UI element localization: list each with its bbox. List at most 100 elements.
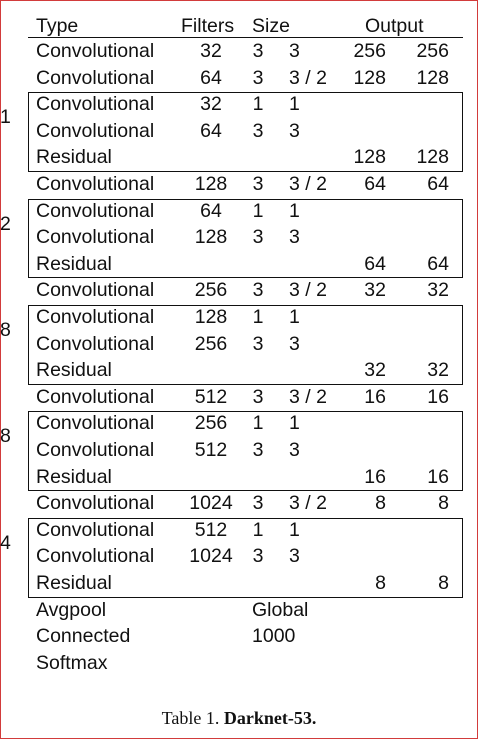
row-size-k: 3 <box>252 173 264 195</box>
row-size-s: 1 <box>289 306 300 328</box>
row-size-k: 3 <box>252 40 264 62</box>
row-output-h: 16 <box>364 385 386 408</box>
row-size-s: 1 <box>289 412 300 435</box>
residual-block-box <box>28 305 463 385</box>
row-output-h: 128 <box>353 146 386 169</box>
row-filters: 32 <box>200 40 222 62</box>
row-type: Residual <box>36 572 112 594</box>
row-filters: 64 <box>200 119 222 142</box>
footer-type: Connected <box>36 625 131 648</box>
header-output: Output <box>365 15 424 37</box>
row-size-k: 3 <box>252 545 264 568</box>
row-size-k: 3 <box>252 385 264 408</box>
row-size-s: 3 <box>289 40 300 62</box>
row-size-k: 3 <box>252 279 264 302</box>
row-type: Convolutional <box>36 66 155 89</box>
row-size-k: 3 <box>252 332 264 355</box>
row-output-w: 16 <box>427 465 449 488</box>
row-filters: 256 <box>194 279 228 302</box>
row-type: Convolutional <box>36 226 155 249</box>
row-type: Convolutional <box>36 93 155 116</box>
row-filters: 512 <box>194 518 228 541</box>
residual-block-box <box>28 517 463 598</box>
row-size-s: 3 <box>289 332 300 355</box>
row-size-k: 3 <box>252 66 264 89</box>
header-size: Size <box>252 15 290 37</box>
row-size-s: 3 / 2 <box>289 279 327 302</box>
row-size-k: 1 <box>252 93 264 116</box>
footer-size: Global <box>252 598 309 621</box>
row-output-h: 64 <box>364 252 386 275</box>
row-filters: 256 <box>194 332 228 355</box>
row-filters: 64 <box>200 199 222 222</box>
row-size-s: 1 <box>289 93 300 116</box>
row-filters: 64 <box>200 66 222 89</box>
row-size-s: 3 / 2 <box>289 385 327 408</box>
row-type: Residual <box>36 146 112 169</box>
row-size-k: 1 <box>252 199 264 222</box>
row-output-w: 32 <box>427 359 449 382</box>
row-size-s: 3 <box>289 226 300 249</box>
row-size-s: 1 <box>289 199 300 222</box>
header-type: Type <box>36 15 79 37</box>
row-output-h: 256 <box>353 40 386 62</box>
row-output-h: 32 <box>364 279 386 302</box>
row-type: Convolutional <box>36 385 155 408</box>
row-output-w: 8 <box>438 492 449 515</box>
row-type: Convolutional <box>36 173 155 195</box>
caption-prefix: Table 1. <box>161 708 224 728</box>
block-repeat-count: 4 <box>0 531 11 554</box>
darknet-table: Type Filters Size Output Convolutional 32… <box>0 15 463 674</box>
row-type: Residual <box>36 252 112 275</box>
row-size-k: 3 <box>252 226 264 249</box>
row-size-k: 3 <box>252 439 264 461</box>
row-filters: 1024 <box>189 492 233 515</box>
header-filters: Filters <box>181 15 235 37</box>
row-size-k: 3 <box>252 119 264 142</box>
row-size-s: 3 <box>289 119 300 142</box>
row-output-w: 128 <box>416 66 449 89</box>
row-type: Convolutional <box>36 518 155 541</box>
block-repeat-count: 1 <box>0 106 11 129</box>
row-type: Convolutional <box>36 40 155 62</box>
row-type: Convolutional <box>36 492 155 515</box>
footer-type: Softmax <box>36 651 108 674</box>
row-output-h: 8 <box>375 572 386 594</box>
row-type: Convolutional <box>36 119 155 142</box>
row-type: Convolutional <box>36 412 155 435</box>
row-output-w: 64 <box>427 252 449 275</box>
row-type: Convolutional <box>36 306 155 328</box>
row-filters: 128 <box>194 173 228 195</box>
row-type: Convolutional <box>36 439 155 461</box>
row-output-w: 64 <box>427 173 449 195</box>
caption-title: Darknet-53. <box>223 708 317 728</box>
row-output-w: 8 <box>438 572 449 594</box>
block-repeat-count: 8 <box>0 319 11 341</box>
row-size-s: 3 / 2 <box>289 173 327 195</box>
footer-type: Avgpool <box>36 598 107 621</box>
row-output-h: 16 <box>364 465 386 488</box>
row-filters: 128 <box>194 306 228 328</box>
row-type: Convolutional <box>36 279 155 302</box>
block-repeat-count: 2 <box>0 212 11 235</box>
row-output-w: 256 <box>416 40 449 62</box>
residual-block-box <box>28 198 463 279</box>
row-filters: 512 <box>194 385 228 408</box>
table-caption: Table 1. Darknet-53. <box>0 706 478 730</box>
header-rule <box>28 37 463 38</box>
block-repeat-count: 8 <box>0 425 11 448</box>
row-output-h: 64 <box>364 173 386 195</box>
row-filters: 1024 <box>189 545 233 568</box>
row-size-s: 1 <box>289 518 300 541</box>
residual-block-box <box>28 411 463 492</box>
row-type: Convolutional <box>36 332 155 355</box>
residual-block-box <box>28 92 463 172</box>
row-size-k: 1 <box>252 518 264 541</box>
row-type: Convolutional <box>36 199 155 222</box>
row-output-w: 16 <box>427 385 449 408</box>
row-output-w: 128 <box>416 146 449 169</box>
row-type: Convolutional <box>36 545 155 568</box>
row-size-s: 3 / 2 <box>289 492 327 515</box>
row-size-s: 3 <box>289 439 300 461</box>
row-output-h: 8 <box>375 492 386 515</box>
